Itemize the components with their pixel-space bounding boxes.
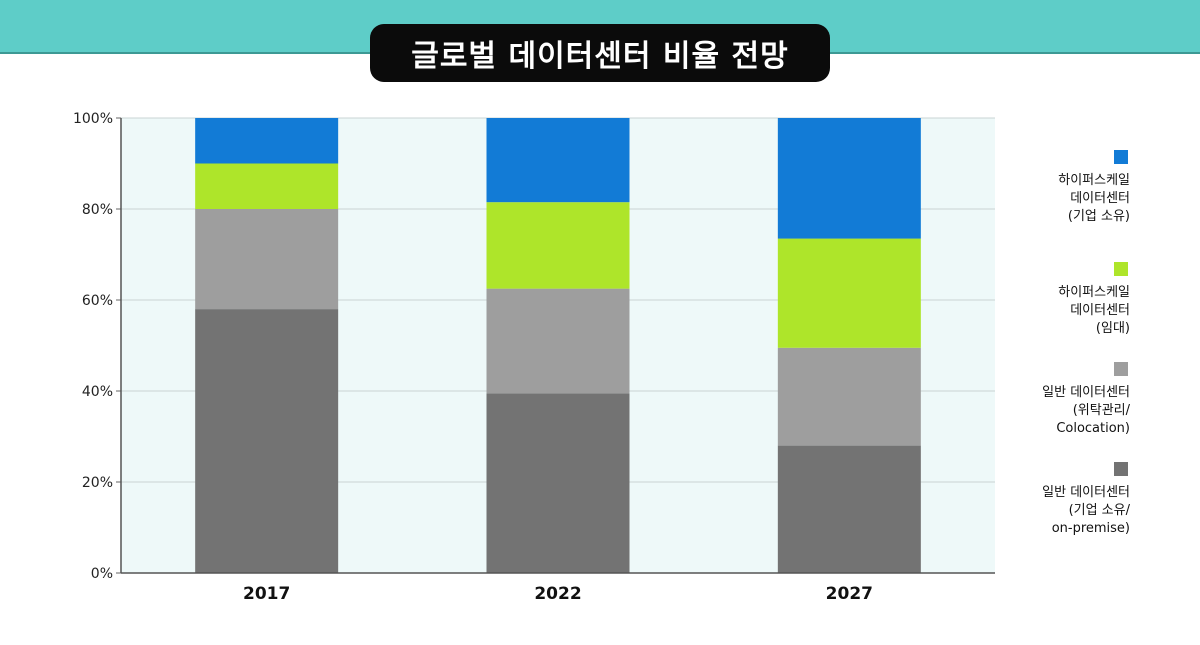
bar-segment-2022-2 — [486, 202, 630, 289]
x-tick-label: 2022 — [534, 584, 581, 604]
legend-item: 일반 데이터센터 (기업 소유/ on-premise) — [1000, 462, 1130, 538]
bar-segment-2022-1 — [486, 288, 630, 394]
legend-swatch — [1114, 462, 1128, 476]
y-tick-label: 60% — [82, 293, 113, 309]
bar-segment-2027-1 — [777, 347, 921, 446]
bar-segment-2017-2 — [195, 163, 339, 209]
legend-item: 하이퍼스케일 데이터센터 (임대) — [1000, 262, 1130, 338]
y-tick-label: 40% — [82, 384, 113, 400]
legend-swatch — [1114, 150, 1128, 164]
y-tick-label: 0% — [91, 566, 113, 582]
y-tick-label: 100% — [73, 111, 113, 127]
bar-segment-2017-1 — [195, 209, 339, 310]
legend-item: 하이퍼스케일 데이터센터 (기업 소유) — [1000, 150, 1130, 226]
bar-segment-2027-0 — [777, 445, 921, 573]
bar-segment-2022-3 — [486, 118, 630, 203]
bar-segment-2017-0 — [195, 309, 339, 573]
legend-item: 일반 데이터센터 (위탁관리/ Colocation) — [1000, 362, 1130, 438]
bar-segment-2027-3 — [777, 118, 921, 239]
legend-label: 하이퍼스케일 데이터센터 (기업 소유) — [1058, 173, 1130, 224]
bar-segment-2017-3 — [195, 118, 339, 164]
legend-label: 일반 데이터센터 (기업 소유/ on-premise) — [1042, 485, 1130, 536]
legend-label: 하이퍼스케일 데이터센터 (임대) — [1058, 285, 1130, 336]
x-tick-label: 2017 — [243, 584, 290, 604]
y-tick-label: 20% — [82, 475, 113, 491]
x-tick-label: 2027 — [826, 584, 873, 604]
bar-segment-2027-2 — [777, 238, 921, 348]
legend-swatch — [1114, 262, 1128, 276]
legend-swatch — [1114, 362, 1128, 376]
legend-label: 일반 데이터센터 (위탁관리/ Colocation) — [1042, 385, 1130, 436]
y-tick-label: 80% — [82, 202, 113, 218]
chart-title: 글로벌 데이터센터 비율 전망 — [370, 24, 830, 82]
bar-segment-2022-0 — [486, 393, 630, 573]
